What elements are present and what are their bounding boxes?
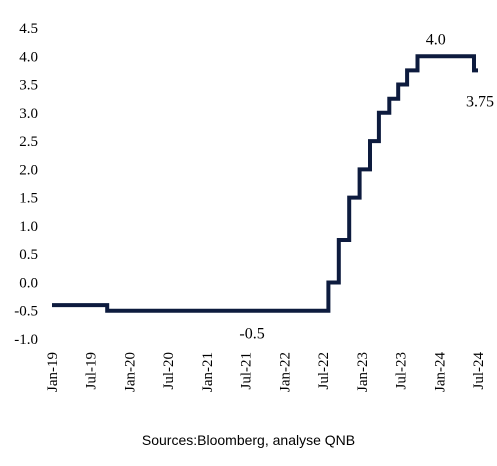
x-tick-label: Jan-19	[45, 352, 61, 392]
x-tick-label: Jul-19	[83, 352, 99, 390]
x-tick-label: Jan-23	[355, 352, 371, 392]
data-label: -0.5	[239, 326, 264, 343]
y-tick-label: -1.0	[14, 332, 38, 348]
x-tick-label: Jul-22	[316, 352, 332, 390]
x-tick-label: Jan-24	[432, 352, 448, 392]
y-tick-label: 3.0	[19, 106, 38, 122]
x-tick-label: Jul-20	[161, 352, 177, 390]
policy-rate-line	[52, 54, 478, 313]
x-axis: Jan-19 Jul-19 Jan-20 Jul-20 Jan-21 Jul-21 Jan-…	[45, 352, 487, 393]
y-tick-label: 4.5	[19, 21, 38, 37]
source-note: Sources:Bloomberg, analyse QNB	[141, 432, 356, 448]
y-tick-label: 0.5	[19, 247, 38, 263]
x-tick-label: Jul-24	[471, 352, 487, 390]
y-tick-label: 0.0	[19, 275, 38, 291]
x-tick-label: Jan-21	[200, 352, 216, 392]
y-tick-label: 1.5	[19, 191, 38, 207]
y-tick-label: 4.0	[19, 49, 38, 65]
x-tick-label: Jul-23	[393, 352, 409, 390]
y-tick-label: 2.5	[19, 134, 38, 150]
annotations: 4.0 3.75 -0.5	[239, 31, 494, 342]
x-tick-label: Jul-21	[238, 352, 254, 390]
plot-area	[52, 54, 478, 313]
data-label: 4.0	[426, 31, 446, 48]
y-tick-label: 2.0	[19, 162, 38, 178]
y-axis: 4.5 4.0 3.5 3.0 2.5 2.0 1.5 1.0 0.5 0.0 -0.5 -1.0	[14, 21, 38, 348]
x-tick-label: Jan-20	[122, 352, 138, 392]
y-tick-label: -0.5	[14, 304, 38, 320]
y-tick-label: 3.5	[19, 78, 38, 94]
x-tick-label: Jan-22	[278, 352, 294, 392]
data-label: 3.75	[466, 93, 494, 110]
y-tick-label: 1.0	[19, 219, 38, 235]
